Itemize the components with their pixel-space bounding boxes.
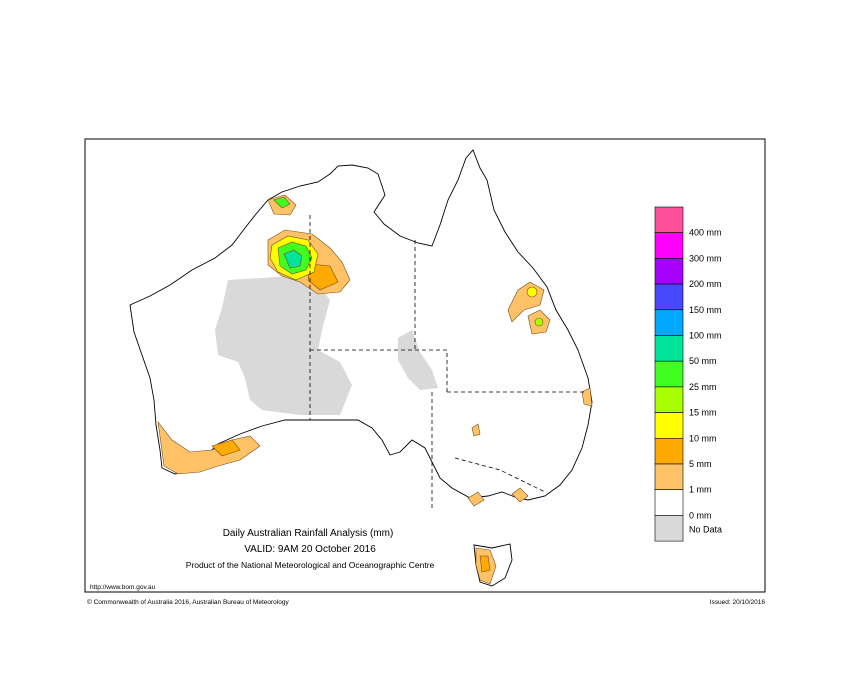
no-data-sa	[398, 330, 438, 390]
legend-swatch	[654, 309, 684, 336]
australia	[129, 149, 593, 587]
rain-qld-1-yellow	[526, 286, 538, 298]
mainland	[129, 149, 593, 501]
rain-qld-2-green	[534, 317, 544, 327]
rain-tas-5mm	[479, 555, 491, 573]
state-borders	[309, 215, 585, 508]
rain-areas	[157, 194, 593, 585]
legend-swatch	[654, 463, 684, 491]
rain-50mm	[283, 249, 303, 269]
legend-label: 25 mm	[689, 382, 717, 392]
legend-swatch	[654, 232, 684, 259]
issued-date: Issued: 20/10/2016	[710, 599, 766, 606]
legend-swatch	[654, 360, 684, 388]
rain-vic-1	[467, 491, 485, 507]
product-note: Product of the National Meteorological a…	[186, 560, 435, 570]
legend-label: 100 mm	[689, 331, 722, 341]
legend-swatch	[654, 489, 684, 516]
legend-label: 0 mm	[689, 510, 712, 520]
border-nt-sa-qld	[310, 349, 448, 392]
rain-sw-coast	[157, 420, 261, 475]
valid-time: VALID: 9AM 20 October 2016	[244, 544, 376, 555]
no-data-wa	[215, 275, 352, 415]
rain-nsw	[471, 423, 481, 437]
rain-east-coast	[581, 387, 593, 407]
copyright: © Commonwealth of Australia 2016, Austra…	[87, 598, 289, 606]
legend-label: 15 mm	[689, 408, 717, 418]
legend-swatch	[654, 335, 684, 362]
legend-swatch	[654, 206, 684, 234]
legend-label: No Data	[689, 524, 722, 534]
rain-sw-5mm	[211, 439, 241, 457]
border-nsw-vic	[454, 457, 546, 493]
legend-label: 50 mm	[689, 356, 717, 366]
legend-swatch	[654, 515, 684, 542]
legend-swatch	[654, 386, 684, 413]
legend-label: 1 mm	[689, 485, 712, 495]
rain-kimberley-green	[273, 196, 291, 209]
legend-label: 150 mm	[689, 305, 722, 315]
legend-label: 400 mm	[689, 228, 722, 238]
source-url: http://www.bom.gov.au	[90, 584, 156, 591]
legend-swatch	[654, 283, 684, 311]
legend-swatch	[654, 258, 684, 285]
rain-vic-2	[511, 487, 529, 503]
no-data-areas	[215, 275, 438, 415]
legend-swatch	[654, 412, 684, 439]
legend-swatch	[654, 437, 684, 465]
legend-label: 200 mm	[689, 279, 722, 289]
legend: 400 mm 300 mm 200 mm 150 mm 100 mm 50 mm 25 mm…	[654, 206, 722, 542]
legend-label: 300 mm	[689, 253, 722, 263]
legend-label: 10 mm	[689, 433, 717, 443]
map-title: Daily Australian Rainfall Analysis (mm)	[223, 528, 394, 539]
legend-label: 5 mm	[689, 459, 712, 469]
rain-5mm	[307, 263, 339, 291]
